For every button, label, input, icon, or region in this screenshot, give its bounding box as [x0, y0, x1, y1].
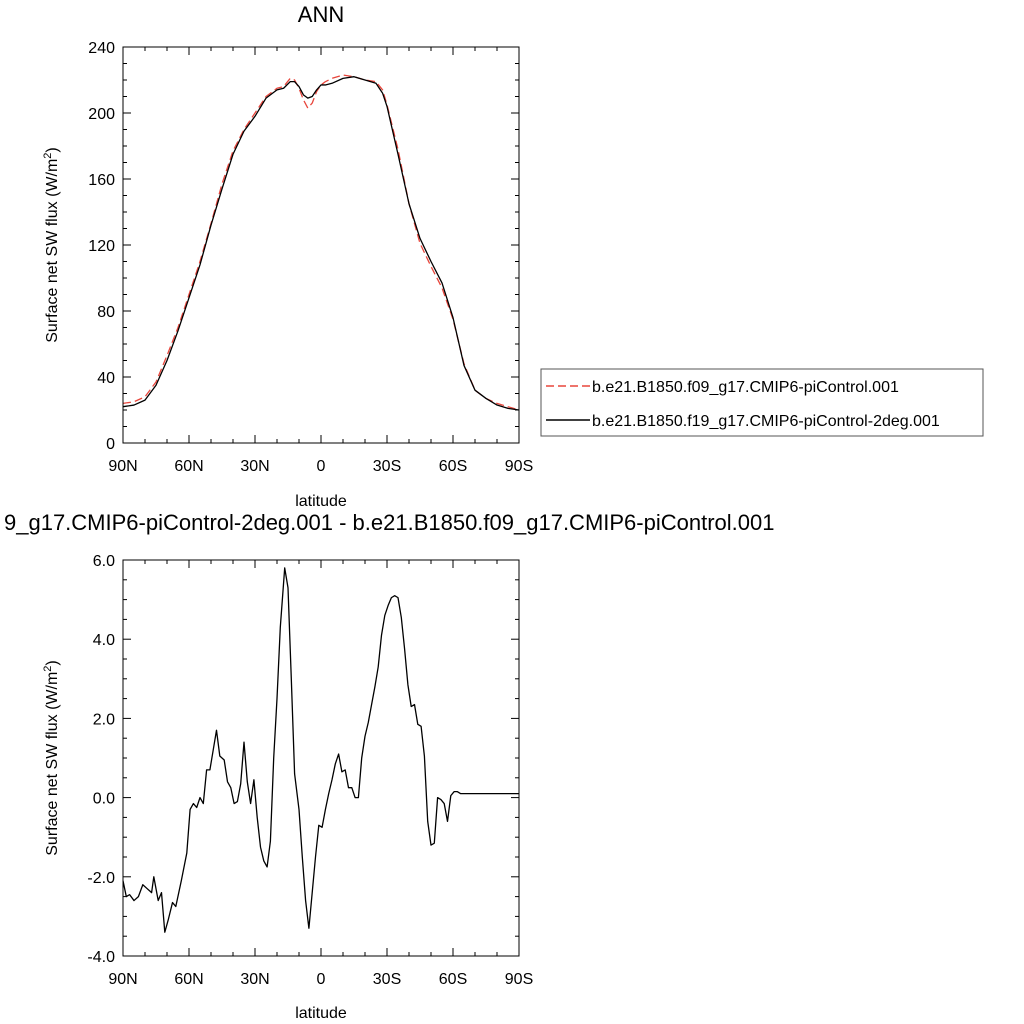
bottom-y-axis-label-sup: 2	[42, 666, 54, 672]
bottom-x-tick-label: 60S	[439, 971, 467, 988]
top-series	[122, 74, 520, 411]
top-y-tick-label: 0	[106, 436, 115, 453]
top-y-tick-label: 160	[88, 172, 115, 189]
bottom-y-axis-label-main: Surface net SW flux (W/m	[44, 672, 61, 856]
top-y-tick-label: 40	[97, 370, 115, 387]
bottom-x-tick-label: 90S	[505, 971, 533, 988]
top-y-axis-label-end: )	[44, 147, 61, 152]
top-chart-title: ANN	[298, 2, 344, 27]
top-y-tick-label: 120	[88, 238, 115, 255]
bottom-series-line-1	[122, 567, 519, 933]
top-x-tick-label: 60S	[439, 458, 467, 475]
bottom-plot-frame	[122, 559, 520, 957]
top-x-tick-label: 90S	[505, 458, 533, 475]
top-plot-frame	[122, 46, 520, 444]
panel-top: ANN 0 40 80 120 160 200 240 90N 60N 30N 0 30S 60S 90S…	[42, 2, 533, 510]
top-series-line-2	[122, 76, 520, 411]
bottom-ticks: -4.0 -2.0 0.0 2.0 4.0 6.0 90N 60N 30N 0 30S 60S 90S	[87, 553, 533, 988]
bottom-y-tick-label: 2.0	[93, 711, 115, 728]
legend-label-series-1: b.e21.B1850.f09_g17.CMIP6-piControl.001	[592, 379, 899, 396]
top-y-tick-label: 80	[97, 304, 115, 321]
bottom-y-tick-label: 6.0	[93, 553, 115, 570]
bottom-y-tick-label: -4.0	[87, 949, 115, 966]
legend-box	[540, 368, 984, 437]
top-y-tick-label: 240	[88, 40, 115, 57]
bottom-y-tick-label: -2.0	[87, 870, 115, 887]
top-x-tick-label: 30S	[373, 458, 401, 475]
bottom-x-tick-label: 30S	[373, 971, 401, 988]
top-x-axis-label: latitude	[295, 493, 347, 510]
top-y-axis-label-sup: 2	[42, 153, 54, 159]
top-x-tick-label: 60N	[174, 458, 203, 475]
panel-bottom: 9_g17.CMIP6-piControl-2deg.001 - b.e21.B…	[4, 510, 774, 1022]
top-x-tick-label: 30N	[240, 458, 269, 475]
bottom-series	[122, 567, 519, 933]
top-y-axis-label: Surface net SW flux (W/m2)	[42, 147, 61, 343]
bottom-x-tick-label: 90N	[108, 971, 137, 988]
bottom-y-axis-label: Surface net SW flux (W/m2)	[42, 660, 61, 856]
top-x-tick-label: 90N	[108, 458, 137, 475]
top-y-axis-label-main: Surface net SW flux (W/m	[44, 159, 61, 343]
bottom-x-tick-label: 0	[317, 971, 326, 988]
bottom-y-tick-label: 0.0	[93, 791, 115, 808]
top-y-tick-label: 200	[88, 106, 115, 123]
top-ticks: 0 40 80 120 160 200 240 90N 60N 30N 0 30S 60S 90S	[88, 40, 533, 475]
bottom-x-axis-label: latitude	[295, 1005, 347, 1022]
top-x-tick-label: 0	[317, 458, 326, 475]
legend: b.e21.B1850.f09_g17.CMIP6-piControl.001 …	[540, 368, 984, 437]
bottom-x-tick-label: 60N	[174, 971, 203, 988]
legend-label-series-2: b.e21.B1850.f19_g17.CMIP6-piControl-2deg…	[592, 413, 940, 430]
bottom-chart-title: 9_g17.CMIP6-piControl-2deg.001 - b.e21.B…	[4, 510, 774, 535]
top-series-line-1	[122, 74, 520, 411]
bottom-y-tick-label: 4.0	[93, 632, 115, 649]
bottom-x-tick-label: 30N	[240, 971, 269, 988]
bottom-y-axis-label-end: )	[44, 660, 61, 665]
